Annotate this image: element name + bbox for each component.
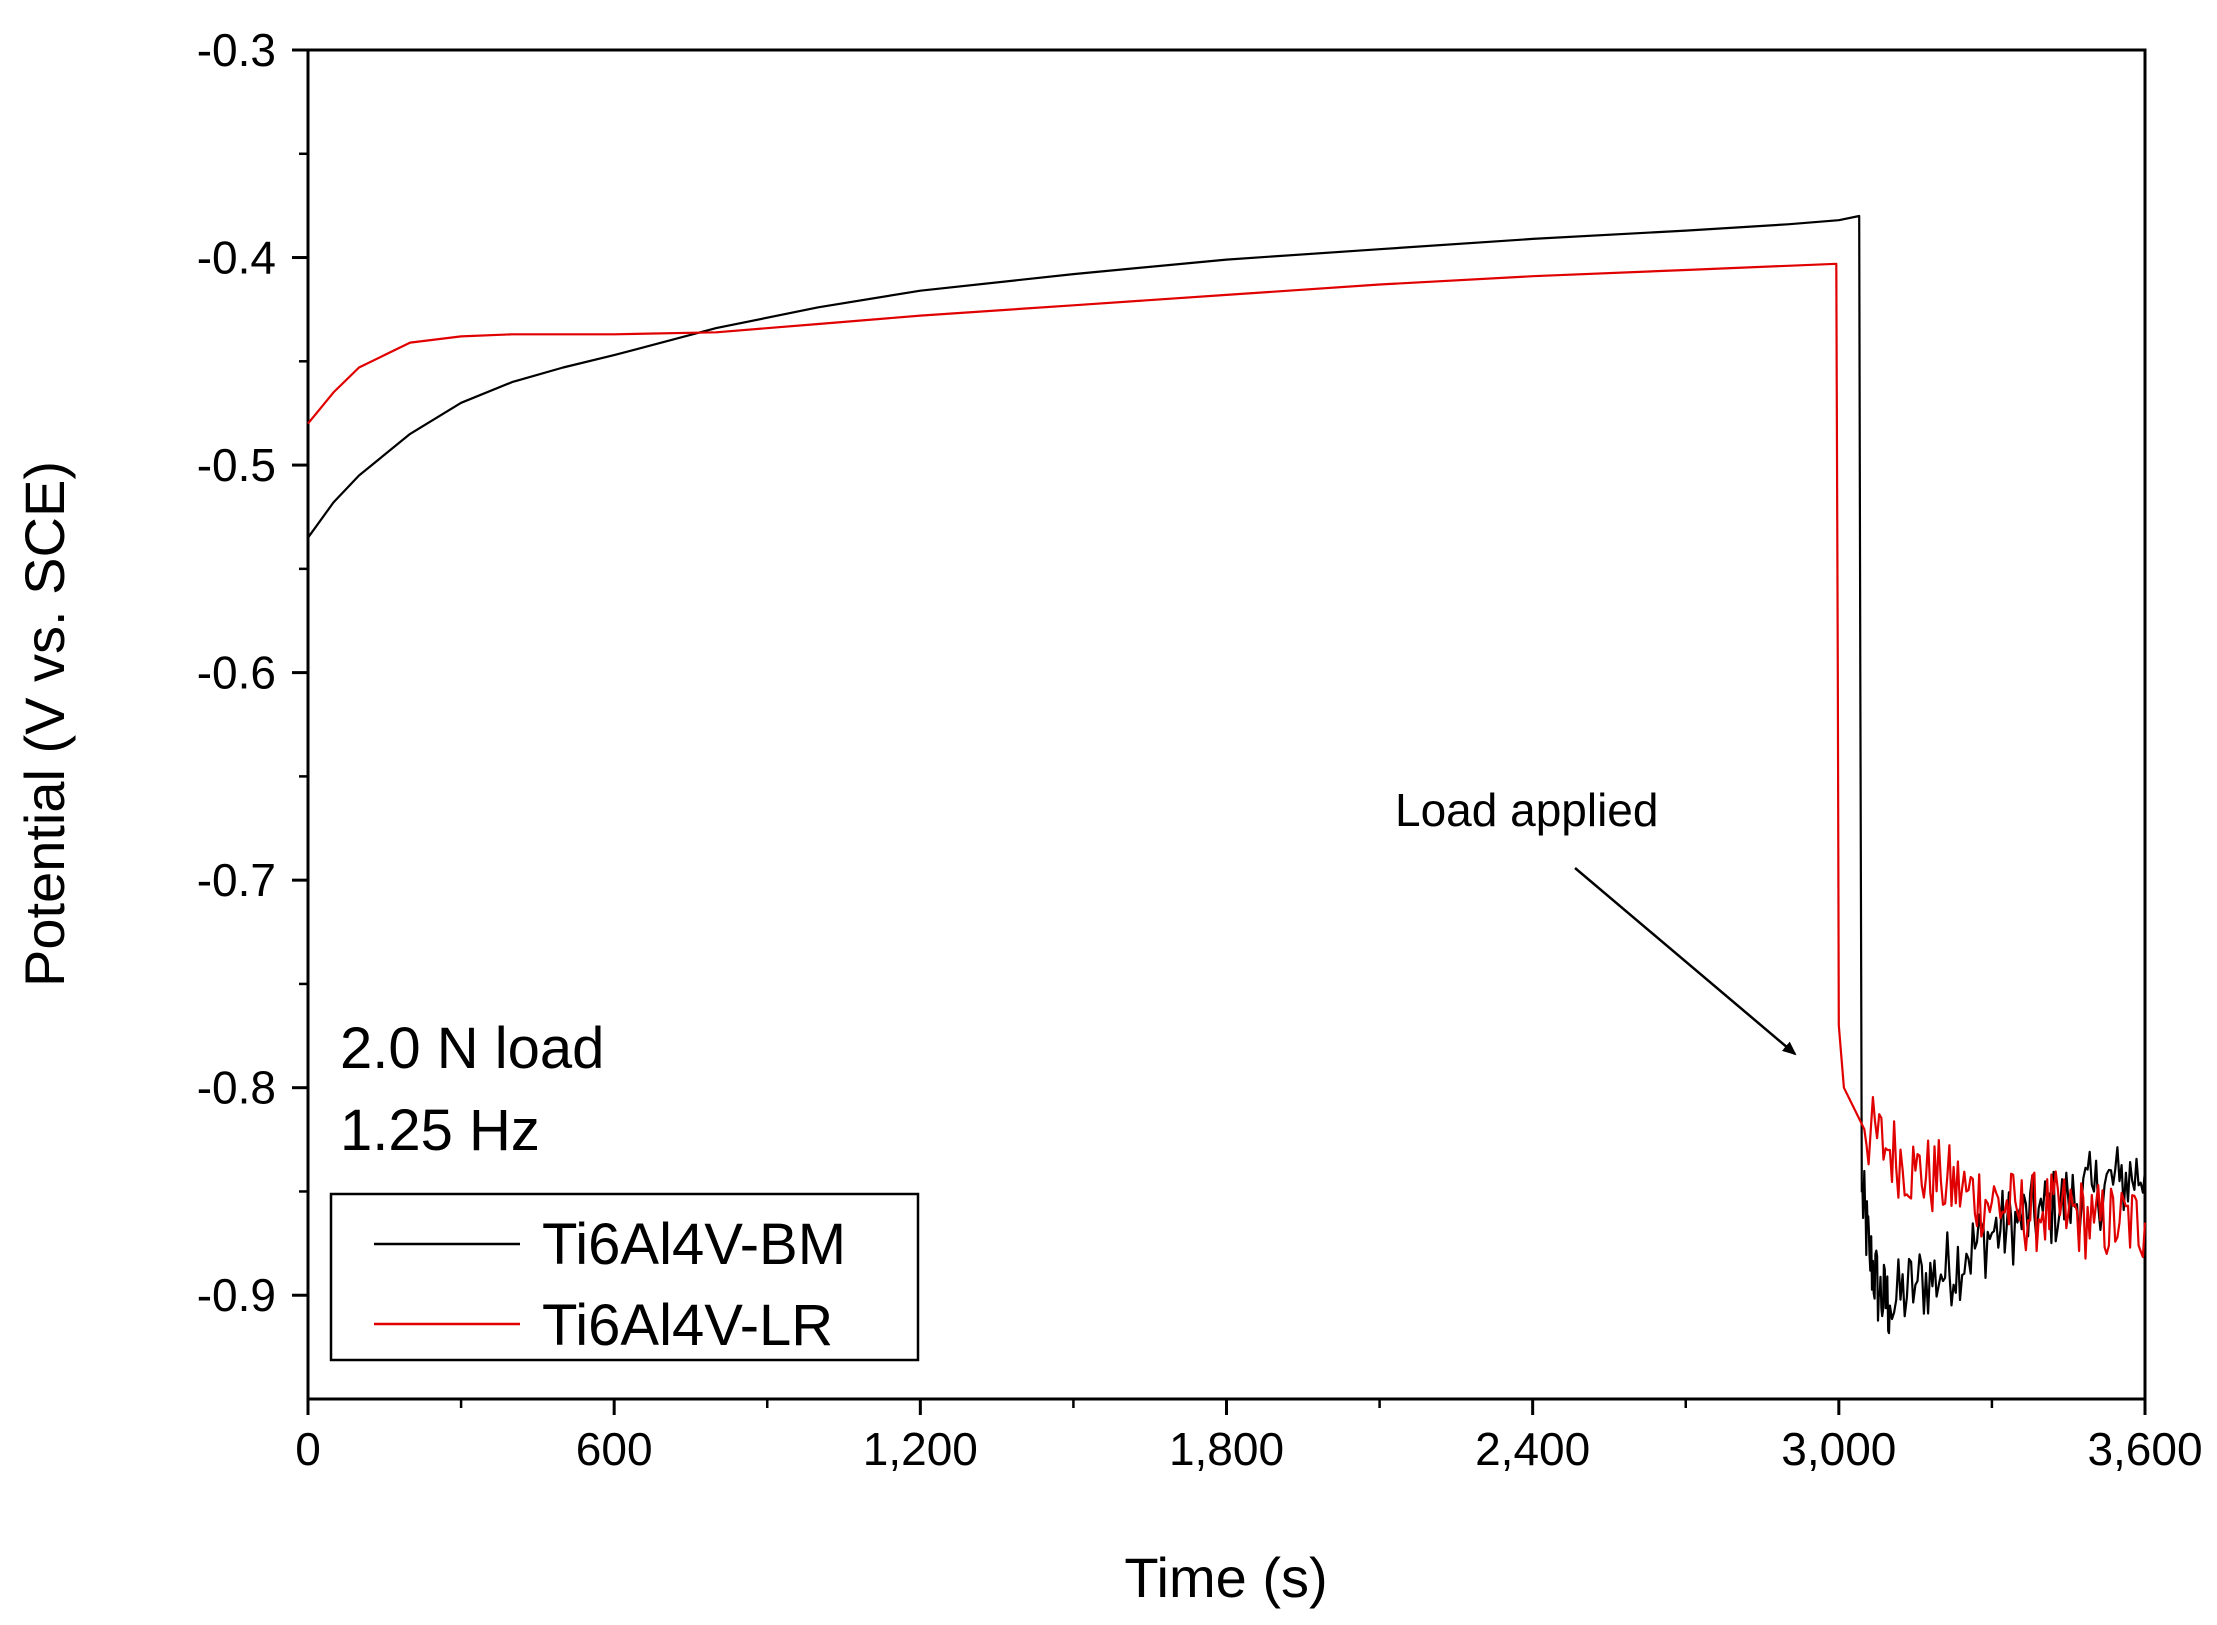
condition-frequency: 1.25 Hz <box>340 1098 540 1163</box>
legend: Ti6Al4V-BM Ti6Al4V-LR <box>329 1192 920 1362</box>
condition-load: 2.0 N load <box>340 1016 604 1081</box>
y-tick-label: -0.6 <box>197 647 276 699</box>
y-tick-label: -0.9 <box>197 1269 276 1321</box>
series-line-lr <box>307 262 2147 1260</box>
y-axis-ticks: -0.3 -0.4 -0.5 -0.6 -0.7 -0.8 -0.9 <box>197 24 308 1321</box>
legend-box <box>329 1192 920 1362</box>
y-tick-label: -0.8 <box>197 1062 276 1114</box>
y-axis-title: Potential (V vs. SCE) <box>13 461 76 987</box>
legend-label-lr: Ti6Al4V-LR <box>542 1293 833 1358</box>
x-axis-ticks: 0 600 1,200 1,800 2,400 3,000 3,600 <box>295 1399 2203 1475</box>
x-tick-label: 1,800 <box>1169 1423 1284 1475</box>
series-lines <box>307 214 2147 1335</box>
annotation-load-applied: Load applied <box>1395 784 1658 836</box>
x-tick-label: 0 <box>295 1423 321 1475</box>
series-line-bm <box>307 214 2147 1335</box>
y-tick-label: -0.3 <box>197 24 276 76</box>
x-tick-label: 3,000 <box>1781 1423 1896 1475</box>
y-tick-label: -0.4 <box>197 232 276 284</box>
x-axis-title: Time (s) <box>1124 1546 1327 1609</box>
x-tick-label: 1,200 <box>863 1423 978 1475</box>
x-tick-label: 2,400 <box>1475 1423 1590 1475</box>
legend-label-bm: Ti6Al4V-BM <box>542 1212 846 1277</box>
x-tick-label: 3,600 <box>2087 1423 2202 1475</box>
x-tick-label: 600 <box>576 1423 653 1475</box>
y-tick-label: -0.5 <box>197 439 276 491</box>
annotation-arrow <box>1574 867 1797 1056</box>
y-tick-label: -0.7 <box>197 854 276 906</box>
